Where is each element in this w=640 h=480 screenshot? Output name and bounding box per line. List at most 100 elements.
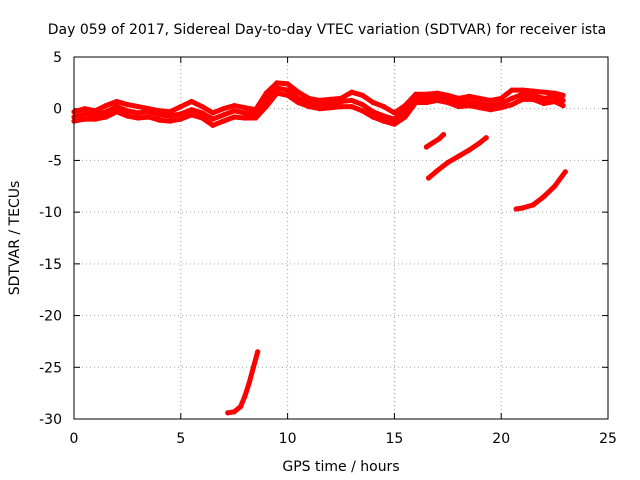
data-point: [306, 95, 312, 101]
x-tick-label: 20: [492, 431, 510, 447]
data-point: [391, 110, 397, 116]
data-point: [541, 100, 547, 107]
data-point: [455, 153, 462, 159]
data-point: [156, 108, 162, 114]
data-point: [434, 90, 440, 96]
data-point: [562, 169, 568, 175]
data-point: [82, 106, 88, 112]
data-point: [487, 107, 494, 113]
data-point: [255, 349, 261, 355]
ticks: 0 5 10 15 20 25 5 0 -5 -10 -15 -20 -25 -30: [39, 50, 617, 447]
data-point: [124, 113, 130, 119]
data-point: [440, 132, 447, 138]
data-point: [167, 118, 173, 124]
data-point: [560, 103, 566, 109]
data-point: [541, 194, 547, 200]
data-point: [242, 115, 248, 121]
data-point: [231, 108, 237, 114]
data-point: [199, 115, 205, 121]
data-point: [455, 95, 462, 101]
data-point: [359, 92, 365, 98]
data-point: [178, 104, 184, 110]
data-point: [317, 97, 323, 103]
data-point: [359, 108, 365, 114]
data-point: [498, 95, 504, 101]
data-point: [520, 96, 526, 102]
data-point: [295, 89, 301, 95]
data-point: [370, 109, 376, 115]
data-point: [381, 113, 387, 119]
data-point: [560, 92, 566, 98]
y-axis-label: SDTVAR / TECUs: [7, 181, 23, 296]
data-point: [498, 105, 504, 111]
grid: [74, 57, 608, 419]
data-point: [477, 100, 483, 107]
data-point: [92, 112, 98, 118]
data-point: [445, 92, 451, 98]
data-point: [274, 80, 280, 86]
data-point: [483, 135, 489, 141]
data-point: [199, 104, 205, 110]
data-point: [370, 99, 376, 106]
data-point: [430, 140, 436, 146]
data-point: [274, 90, 280, 96]
data-point: [92, 108, 98, 114]
data-point: [317, 106, 323, 112]
data-point: [231, 103, 237, 109]
data-point: [220, 118, 227, 124]
data-point: [327, 96, 333, 102]
data-point: [520, 87, 526, 93]
data-series: [71, 80, 568, 416]
chart-title: Day 059 of 2017, Sidereal Day-to-day VTE…: [48, 22, 606, 38]
data-point: [381, 118, 387, 124]
data-point: [530, 202, 536, 208]
data-point: [178, 116, 184, 122]
series-line-4: [423, 132, 446, 150]
data-point: [135, 115, 141, 121]
data-point: [210, 116, 216, 122]
data-point: [114, 104, 120, 110]
data-point: [124, 102, 130, 108]
data-point: [253, 107, 259, 113]
data-point: [250, 364, 256, 370]
data-point: [103, 114, 109, 120]
data-point: [199, 110, 205, 116]
data-point: [285, 87, 291, 93]
x-tick-label: 15: [385, 431, 403, 447]
data-point: [263, 104, 269, 110]
data-point: [188, 98, 195, 105]
data-point: [477, 95, 483, 101]
x-tick-label: 5: [176, 431, 185, 447]
x-tick-label: 25: [599, 431, 617, 447]
data-point: [349, 104, 355, 110]
data-point: [434, 168, 440, 174]
data-point: [423, 144, 429, 150]
series-line-3: [225, 349, 261, 416]
data-point: [295, 99, 301, 106]
data-point: [285, 92, 291, 98]
data-point: [238, 404, 244, 410]
data-point: [103, 103, 109, 109]
data-point: [242, 393, 248, 399]
data-point: [188, 112, 195, 118]
data-point: [156, 117, 162, 123]
data-point: [114, 109, 120, 115]
x-tick-label: 0: [70, 431, 79, 447]
data-point: [103, 109, 109, 115]
data-point: [370, 114, 376, 120]
data-point: [253, 115, 259, 121]
data-point: [402, 114, 408, 120]
data-point: [477, 105, 483, 111]
data-point: [509, 95, 515, 101]
y-tick-label: 0: [53, 102, 62, 118]
data-point: [114, 98, 120, 105]
data-point: [509, 87, 515, 93]
y-tick-label: -10: [39, 205, 62, 221]
series-line-6: [513, 169, 568, 212]
data-point: [349, 97, 355, 103]
data-point: [210, 110, 216, 116]
data-point: [220, 112, 227, 118]
data-point: [530, 88, 536, 94]
y-tick-label: -30: [39, 412, 62, 428]
data-point: [426, 175, 432, 181]
